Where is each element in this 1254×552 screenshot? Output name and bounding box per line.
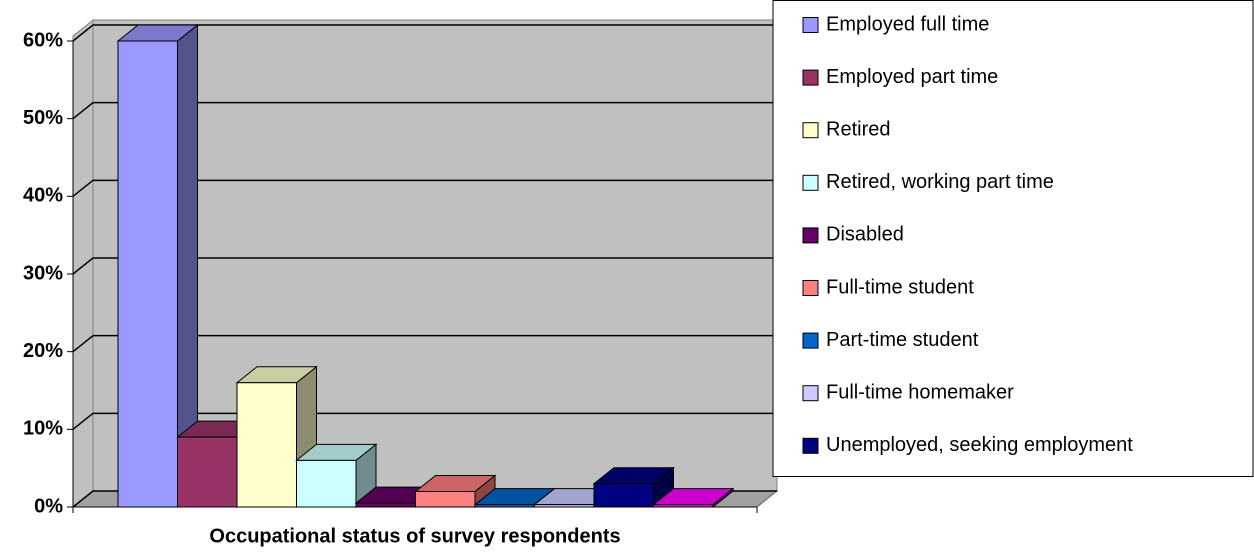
legend-swatch bbox=[802, 122, 819, 139]
bar-group bbox=[652, 487, 735, 509]
bar bbox=[593, 483, 654, 508]
bar bbox=[177, 436, 238, 508]
legend-box bbox=[772, 0, 1254, 477]
legend-label: Full-time homemaker bbox=[826, 381, 1014, 403]
grid-line bbox=[72, 334, 777, 353]
bar-group bbox=[116, 23, 199, 509]
legend-swatch bbox=[802, 332, 819, 349]
legend-label: Part-time student bbox=[826, 329, 979, 351]
bar-group bbox=[414, 474, 497, 509]
legend-label: Full-time student bbox=[826, 276, 974, 298]
bar-group bbox=[592, 466, 675, 509]
side-wall bbox=[72, 18, 94, 509]
legend-label: Retired bbox=[826, 118, 890, 140]
y-tick-label: 50% bbox=[23, 107, 63, 129]
bar bbox=[534, 504, 595, 508]
bar bbox=[117, 40, 178, 508]
legend-swatch bbox=[802, 227, 819, 244]
y-tick-label: 40% bbox=[23, 185, 63, 207]
legend-label: Unemployed, seeking employment bbox=[826, 434, 1133, 456]
y-tick-label: 20% bbox=[23, 340, 63, 362]
bar bbox=[296, 459, 357, 508]
legend-label: Retired, working part time bbox=[826, 171, 1054, 193]
legend-label: Disabled bbox=[826, 224, 904, 246]
bar bbox=[653, 504, 714, 508]
bar bbox=[415, 490, 476, 508]
grid-line bbox=[72, 179, 777, 197]
bar bbox=[236, 382, 297, 508]
x-axis-label: Occupational status of survey respondent… bbox=[209, 525, 620, 547]
legend-swatch bbox=[802, 280, 819, 296]
bar-group bbox=[295, 443, 378, 509]
legend-label: Employed full time bbox=[826, 13, 989, 35]
legend-swatch bbox=[802, 17, 819, 33]
grid-line bbox=[72, 412, 777, 430]
bar bbox=[474, 504, 535, 508]
grid-line bbox=[72, 24, 777, 42]
grid-line bbox=[72, 101, 777, 120]
legend-swatch bbox=[802, 174, 819, 191]
y-tick-label: 0% bbox=[34, 495, 63, 517]
y-tick-label: 30% bbox=[23, 262, 63, 284]
legend-swatch bbox=[802, 69, 819, 86]
bar bbox=[355, 502, 416, 508]
y-tick-label: 10% bbox=[23, 418, 63, 440]
legend-label: Employed part time bbox=[826, 66, 998, 88]
legend-swatch bbox=[802, 385, 819, 402]
y-tick-label: 60% bbox=[23, 29, 63, 51]
legend-swatch bbox=[802, 437, 819, 454]
grid-line bbox=[72, 257, 777, 275]
